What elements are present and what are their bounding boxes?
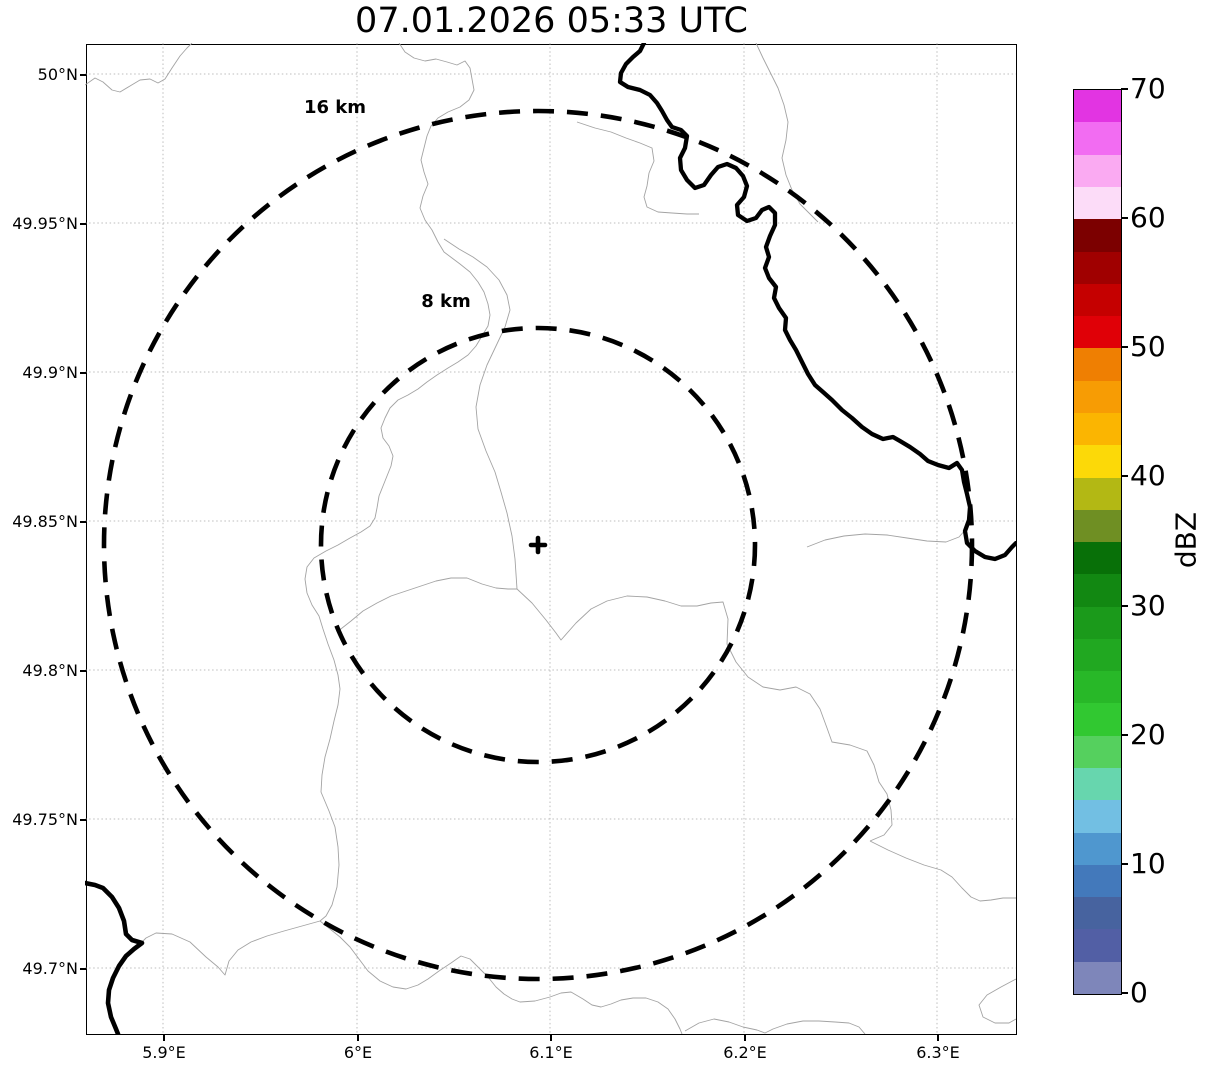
map-canvas: 16 km 8 km	[85, 43, 1017, 1035]
x-tick-mark	[937, 1035, 939, 1041]
x-tick-label: 5.9°E	[142, 1043, 186, 1062]
boundary-line	[85, 43, 193, 93]
colorbar-band	[1074, 542, 1121, 575]
y-tick-label: 49.75°N	[12, 810, 78, 830]
colorbar-band	[1074, 412, 1121, 446]
ring-label-8km: 8 km	[422, 291, 472, 312]
colorbar-band	[1074, 90, 1121, 123]
colorbar-band	[1074, 219, 1121, 252]
y-tick-label: 49.8°N	[22, 661, 78, 681]
colorbar-tick-label: 20	[1130, 717, 1166, 751]
river-lines	[85, 43, 1017, 1035]
y-tick-mark	[80, 670, 86, 672]
x-tick-mark	[163, 1035, 165, 1041]
x-tick-label: 6.2°E	[723, 1043, 767, 1062]
boundary-line	[142, 920, 321, 976]
colorbar-tick-label: 50	[1130, 330, 1166, 364]
colorbar-band	[1074, 800, 1121, 833]
colorbar-band	[1074, 283, 1121, 317]
colorbar-tick-mark	[1121, 88, 1128, 90]
colorbar-band	[1074, 348, 1121, 381]
colorbar-band	[1074, 380, 1121, 413]
colorbar-band	[1074, 477, 1121, 510]
colorbar-band	[1074, 671, 1121, 704]
colorbar-tick-mark	[1121, 604, 1128, 607]
boundary-line	[444, 239, 518, 590]
colorbar-tick-mark	[1121, 346, 1128, 349]
colorbar-tick-mark	[1121, 217, 1128, 220]
colorbar-band	[1074, 251, 1121, 284]
boundary-line	[577, 121, 700, 215]
colorbar-tick-label: 0	[1130, 975, 1148, 1009]
y-tick-label: 49.95°N	[12, 214, 78, 234]
colorbar-band	[1074, 768, 1121, 801]
colorbar-tick-label: 10	[1130, 846, 1166, 880]
x-tick-label: 6.1°E	[529, 1043, 573, 1062]
colorbar-band	[1074, 929, 1121, 962]
colorbar-tick-label: 70	[1130, 71, 1166, 105]
range-ring-8km	[319, 326, 758, 765]
river-southwest	[85, 881, 145, 1035]
y-tick-label: 50°N	[37, 65, 78, 85]
colorbar-band	[1074, 638, 1121, 672]
colorbar-band	[1074, 316, 1121, 349]
x-tick-mark	[744, 1035, 746, 1041]
boundary-line	[517, 589, 893, 842]
colorbar-tick-mark	[1121, 992, 1128, 994]
colorbar-band	[1074, 864, 1121, 898]
admin-boundaries	[85, 43, 1017, 1035]
colorbar	[1073, 89, 1122, 995]
y-tick-mark	[80, 968, 86, 970]
colorbar-band	[1074, 961, 1121, 994]
colorbar-band	[1074, 735, 1121, 769]
colorbar-band	[1074, 897, 1121, 930]
colorbar-band	[1074, 445, 1121, 478]
y-tick-mark	[80, 819, 86, 821]
boundary-line	[978, 979, 1017, 1024]
y-tick-label: 49.9°N	[22, 363, 78, 383]
colorbar-axis-label: dBZ	[1169, 511, 1203, 569]
colorbar-band	[1074, 122, 1121, 155]
grid-lines	[85, 43, 1017, 1035]
boundary-line	[304, 43, 491, 922]
colorbar-band	[1074, 606, 1121, 639]
colorbar-band	[1074, 832, 1121, 865]
x-tick-mark	[357, 1035, 359, 1041]
y-tick-label: 49.85°N	[12, 512, 78, 532]
x-tick-label: 6°E	[343, 1043, 373, 1062]
colorbar-tick-mark	[1121, 862, 1128, 865]
boundary-line	[337, 577, 518, 633]
radar-center-cross-icon	[529, 536, 548, 555]
boundary-line	[755, 43, 819, 223]
river-main	[618, 43, 1017, 562]
colorbar-band	[1074, 509, 1121, 543]
boundary-line	[807, 528, 968, 548]
map-plot-area: 16 km 8 km	[85, 43, 1017, 1035]
x-tick-mark	[550, 1035, 552, 1041]
y-tick-mark	[80, 521, 86, 523]
y-tick-mark	[80, 372, 86, 374]
y-tick-mark	[80, 223, 86, 225]
figure-title: 07.01.2026 05:33 UTC	[355, 1, 748, 41]
colorbar-band	[1074, 154, 1121, 187]
colorbar-tick-label: 30	[1130, 588, 1166, 622]
colorbar-band	[1074, 703, 1121, 736]
colorbar-tick-mark	[1121, 475, 1128, 478]
y-tick-mark	[80, 74, 86, 76]
colorbar-band	[1074, 574, 1121, 607]
range-rings: 16 km 8 km	[102, 97, 975, 982]
colorbar-tick-label: 40	[1130, 459, 1166, 493]
ring-label-16km: 16 km	[304, 97, 366, 118]
boundary-line	[320, 921, 683, 1035]
x-tick-label: 6.3°E	[916, 1043, 960, 1062]
boundary-line	[870, 841, 1017, 902]
y-tick-label: 49.7°N	[22, 959, 78, 979]
boundary-line	[685, 1018, 866, 1035]
range-ring-16km	[102, 109, 975, 982]
colorbar-band	[1074, 186, 1121, 220]
colorbar-tick-mark	[1121, 733, 1128, 736]
colorbar-tick-label: 60	[1130, 200, 1166, 234]
